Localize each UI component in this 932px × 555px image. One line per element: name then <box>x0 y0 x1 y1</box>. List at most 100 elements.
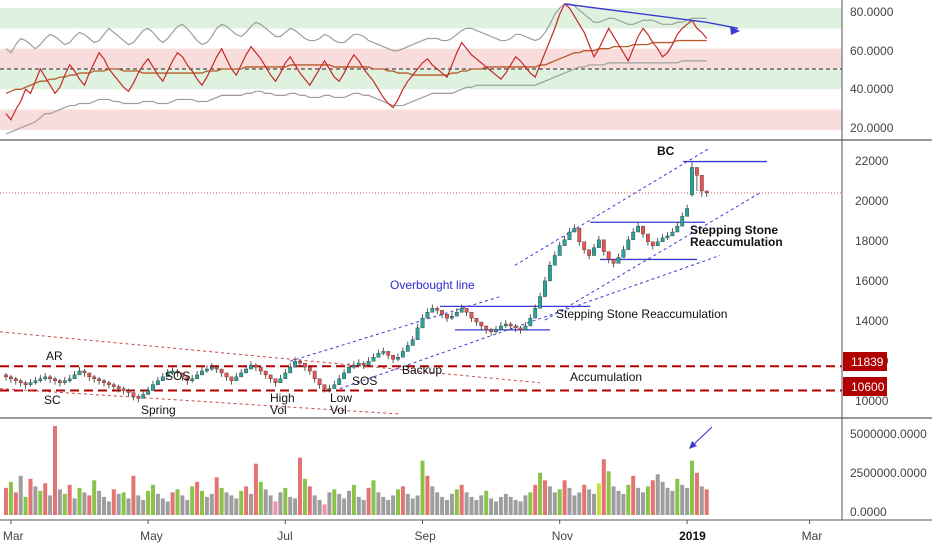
candle <box>425 312 430 319</box>
candle <box>72 374 77 380</box>
candle <box>13 378 18 381</box>
volume-bar <box>547 486 552 515</box>
candle <box>322 384 327 389</box>
volume-bar <box>420 460 425 515</box>
volume-bar <box>396 489 400 515</box>
volume-bar <box>155 493 160 515</box>
volume-bar <box>136 495 141 515</box>
candle <box>528 317 533 327</box>
candle <box>572 227 577 233</box>
candle <box>239 372 244 378</box>
candle <box>386 351 391 356</box>
candle <box>312 370 317 380</box>
candle <box>469 312 474 319</box>
price-tag-10600 <box>843 377 887 396</box>
candle <box>160 376 165 381</box>
candle <box>430 308 435 313</box>
candle <box>229 376 234 381</box>
osc-lower-band <box>5 60 707 135</box>
volume-bar <box>146 490 151 515</box>
volume-bar <box>288 496 293 515</box>
channel-line <box>339 255 721 390</box>
channel-line <box>289 296 501 362</box>
candle <box>62 380 67 383</box>
volume-bar <box>180 495 185 515</box>
candle <box>200 370 204 376</box>
volume-bar <box>224 492 229 515</box>
volume-bar <box>459 484 464 515</box>
candle <box>337 378 342 385</box>
candle <box>141 394 146 399</box>
volume-bar <box>606 471 611 515</box>
price-tick-label: 18000 <box>855 234 889 248</box>
x-tick-label: Mar <box>802 529 823 543</box>
candle <box>170 370 175 374</box>
candle <box>445 314 449 319</box>
candle <box>484 325 489 331</box>
volume-bar <box>18 475 23 515</box>
arrow-line <box>691 426 713 447</box>
volume-bar <box>38 490 43 515</box>
x-tick-label: 2019 <box>679 529 706 543</box>
volume-bar <box>641 492 645 515</box>
osc-tick-label: 60.0000 <box>850 44 894 58</box>
volume-bar <box>244 486 249 515</box>
divergence-line-ext <box>706 21 739 30</box>
volume-bar <box>347 490 351 515</box>
candle <box>636 225 641 233</box>
price-tag-label: 11839 <box>851 355 884 369</box>
candle <box>116 386 121 389</box>
candle <box>415 327 420 340</box>
candle <box>273 378 278 383</box>
price-tick-label: 14000 <box>855 314 889 328</box>
volume-bar <box>498 496 503 515</box>
volume-bar <box>283 487 288 515</box>
arrow-head-icon <box>730 26 740 35</box>
candle <box>685 208 690 217</box>
volume-bar <box>557 489 562 515</box>
volume-bar <box>489 498 494 515</box>
volume-bar <box>131 475 136 515</box>
volume-bar <box>494 501 498 515</box>
volume-bar <box>82 492 87 515</box>
volume-bar <box>381 496 386 515</box>
candle <box>67 378 72 381</box>
candle <box>396 357 400 360</box>
candle <box>567 231 572 241</box>
volume-bar <box>351 484 356 515</box>
volume-bar <box>518 501 523 515</box>
candle <box>680 216 685 227</box>
price-tick-label: 22000 <box>855 154 889 168</box>
candle <box>195 374 199 380</box>
osc-tick-label: 40.0000 <box>850 82 894 96</box>
candle <box>391 355 395 360</box>
candle <box>631 231 636 241</box>
candle <box>214 366 219 370</box>
annotation-high: High <box>270 391 295 405</box>
volume-bar <box>361 499 366 515</box>
candle <box>33 380 38 383</box>
volume-bar <box>273 501 278 515</box>
candle <box>190 378 195 381</box>
candle <box>268 374 273 380</box>
candle <box>592 247 596 256</box>
candle <box>303 362 307 368</box>
x-tick-label: Nov <box>552 529 573 543</box>
volume-bar <box>97 490 102 515</box>
volume-bar <box>425 475 430 515</box>
candle <box>293 361 297 368</box>
candle <box>234 376 239 381</box>
candle <box>219 368 224 374</box>
candle <box>8 376 13 380</box>
candle <box>146 390 150 395</box>
volume-bar <box>449 493 454 515</box>
annotation-low: Low <box>330 391 352 405</box>
candle <box>23 382 28 385</box>
volume-bar <box>234 498 239 515</box>
candle <box>371 357 376 362</box>
volume-bar <box>190 486 195 515</box>
volume-bar <box>141 499 146 515</box>
volume-bar <box>430 486 435 515</box>
volume-bar <box>356 496 361 515</box>
candle <box>38 378 43 381</box>
